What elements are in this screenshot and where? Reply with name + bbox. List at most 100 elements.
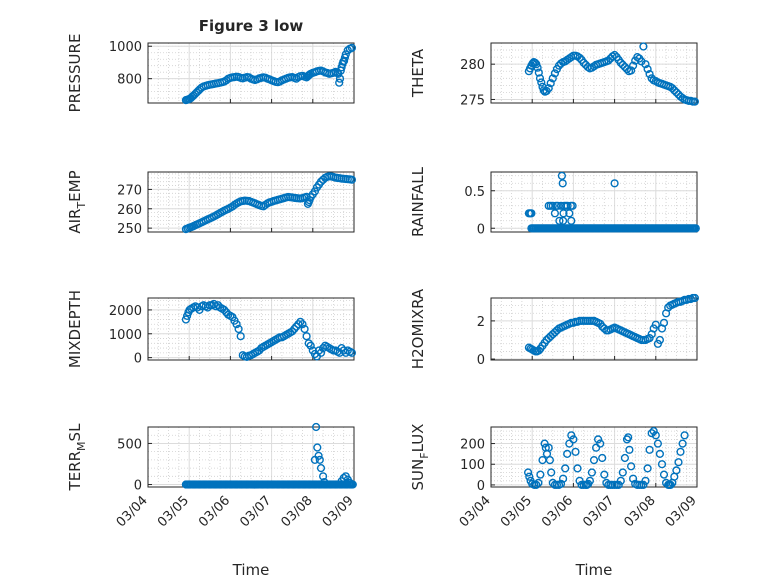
data-point xyxy=(676,447,685,456)
data-point xyxy=(548,74,557,83)
data-point xyxy=(659,318,669,327)
data-point xyxy=(544,443,553,452)
data-point xyxy=(339,473,348,483)
data-point xyxy=(616,476,625,485)
data-point xyxy=(558,179,567,188)
data-point xyxy=(335,74,345,83)
y-tick-label: 0.5 xyxy=(464,185,485,200)
data-point xyxy=(341,50,350,59)
data-point xyxy=(589,456,599,465)
data-point xyxy=(335,78,344,87)
data-point xyxy=(668,84,677,93)
data-point xyxy=(209,299,219,309)
data-point xyxy=(610,179,619,188)
data-point xyxy=(316,464,326,473)
data-point xyxy=(628,474,638,483)
data-point xyxy=(550,209,560,218)
y-tick-label: 280 xyxy=(460,58,485,73)
data-point xyxy=(314,451,323,460)
data-point xyxy=(573,464,582,473)
data-point xyxy=(547,468,556,477)
plot-frame xyxy=(147,171,355,233)
data-point xyxy=(306,341,315,350)
y-axis-label: AIRTEMP xyxy=(66,170,88,233)
y-tick-label: 100 xyxy=(460,458,485,473)
y-axis-label: TERRMSL xyxy=(66,423,88,492)
data-point xyxy=(670,86,679,95)
y-tick-label: 275 xyxy=(460,93,485,108)
y-axis-label: H2OMIXRA xyxy=(409,288,427,369)
data-point xyxy=(345,478,355,488)
data-markers xyxy=(523,427,689,490)
subplot-3: 250 260 270 AIRTEMP xyxy=(66,170,357,237)
plot-frame xyxy=(490,297,698,361)
y-axis-label: RAINFALL xyxy=(409,166,427,237)
data-point xyxy=(680,431,689,440)
data-point xyxy=(261,200,270,210)
data-point xyxy=(565,439,574,448)
data-point xyxy=(666,480,675,490)
plot-frame xyxy=(147,297,355,361)
data-point xyxy=(600,470,609,479)
data-point xyxy=(544,84,553,93)
data-point xyxy=(598,453,607,463)
y-tick-label: 1000 xyxy=(109,328,142,343)
data-point xyxy=(310,187,320,196)
data-point xyxy=(525,472,534,481)
data-point xyxy=(347,43,357,53)
data-point xyxy=(659,470,669,479)
data-point xyxy=(596,439,605,448)
data-point xyxy=(320,478,329,487)
data-point xyxy=(565,209,574,218)
data-point xyxy=(533,63,542,72)
y-tick-label: 0 xyxy=(477,479,485,494)
data-point xyxy=(620,453,630,463)
data-point xyxy=(557,171,567,180)
data-point xyxy=(232,320,241,329)
data-point xyxy=(643,464,652,473)
subplot-6: 0 2 H2OMIXRA xyxy=(409,288,700,369)
data-point xyxy=(561,464,570,473)
data-point xyxy=(535,74,545,83)
data-point xyxy=(302,332,311,341)
data-point xyxy=(579,58,588,67)
data-point xyxy=(568,201,577,210)
y-tick-label: 500 xyxy=(117,437,142,452)
data-point xyxy=(294,320,303,329)
data-point xyxy=(651,320,660,329)
data-point xyxy=(585,476,595,485)
data-point xyxy=(691,224,700,233)
data-markers xyxy=(524,42,700,106)
data-point xyxy=(591,443,601,452)
y-axis-label: SUNFLUX xyxy=(409,424,431,491)
data-point xyxy=(203,303,212,312)
data-point xyxy=(639,480,648,490)
data-point xyxy=(643,64,652,74)
data-point xyxy=(626,462,636,471)
data-point xyxy=(569,435,578,444)
y-tick-label: 0 xyxy=(134,352,142,367)
data-point xyxy=(563,449,572,459)
data-markers xyxy=(181,172,357,234)
data-point xyxy=(540,439,549,448)
data-point xyxy=(616,58,625,67)
y-tick-label: 270 xyxy=(117,183,142,198)
data-point xyxy=(655,449,665,459)
data-point xyxy=(618,60,627,70)
data-point xyxy=(575,53,584,62)
data-point xyxy=(527,209,536,218)
data-point xyxy=(314,346,324,355)
y-tick-label: 0 xyxy=(477,353,485,368)
data-point xyxy=(558,216,568,225)
data-point xyxy=(181,315,191,324)
data-point xyxy=(625,445,634,454)
data-point xyxy=(300,324,309,334)
data-point xyxy=(633,52,642,62)
data-point xyxy=(304,339,313,348)
data-point xyxy=(236,332,245,341)
data-point xyxy=(288,327,297,336)
data-point xyxy=(548,201,557,210)
data-point xyxy=(651,431,660,440)
data-point xyxy=(626,66,636,75)
x-axis-label: Time xyxy=(232,561,270,579)
